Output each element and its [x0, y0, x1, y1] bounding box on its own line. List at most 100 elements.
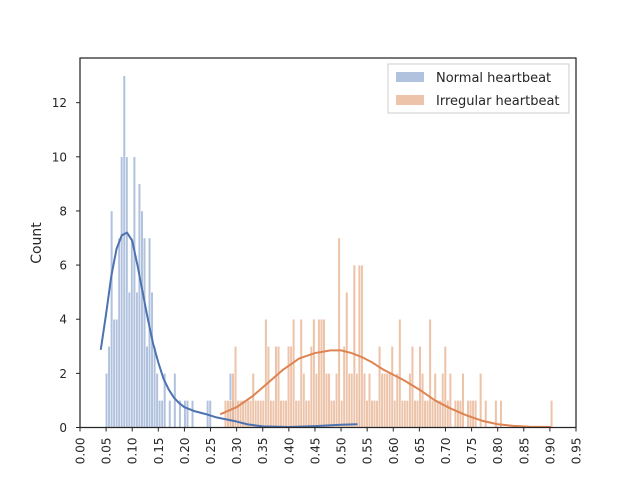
- histogram-bar: [330, 400, 334, 428]
- histogram-bar: [398, 318, 402, 428]
- histogram-bar: [259, 400, 263, 428]
- histogram-bar: [332, 400, 336, 428]
- x-tick-label: 0.85: [517, 438, 531, 465]
- histogram-bar: [499, 400, 503, 428]
- histogram-bar: [380, 373, 384, 428]
- x-tick-label: 0.10: [126, 438, 140, 465]
- series-1-bars: [223, 237, 554, 428]
- x-tick-label: 0.75: [465, 438, 479, 465]
- histogram-bar: [400, 400, 404, 428]
- histogram-bar: [309, 346, 313, 428]
- histogram-bar: [150, 291, 154, 428]
- histogram-bar: [208, 400, 212, 428]
- x-tick-label: 0.30: [230, 438, 244, 465]
- histogram-bar: [357, 264, 361, 428]
- histogram-bar: [408, 373, 412, 428]
- histogram-bar: [471, 400, 475, 428]
- histogram-bar: [137, 183, 141, 428]
- histogram-bar: [266, 346, 270, 428]
- histogram-bar: [456, 400, 460, 428]
- histogram-bar: [340, 400, 344, 428]
- legend-swatch: [396, 95, 424, 105]
- histogram-bar: [474, 400, 478, 428]
- histogram-bar: [413, 400, 417, 428]
- histogram-bar: [226, 400, 230, 428]
- histogram-bar: [365, 400, 369, 428]
- histogram-bar: [395, 373, 399, 428]
- histogram-bar: [160, 400, 164, 428]
- histogram-bar: [423, 400, 427, 428]
- histogram-bar: [185, 400, 189, 428]
- histogram-bar: [448, 373, 452, 428]
- x-tick-label: 0.40: [282, 438, 296, 465]
- histogram-bar: [115, 318, 119, 428]
- histogram-bar: [112, 318, 116, 428]
- x-tick-label: 0.65: [413, 438, 427, 465]
- histogram-bar: [125, 156, 129, 428]
- y-axis-ticks: 0 2 4 6 8 10 12: [52, 96, 80, 435]
- y-axis-label: Count: [29, 222, 45, 264]
- x-tick-label: 0.05: [100, 438, 114, 465]
- kde-curves: [99, 231, 551, 428]
- histogram-bar: [289, 346, 293, 428]
- histogram-bar: [405, 400, 409, 428]
- histogram-bar: [484, 400, 488, 428]
- x-tick-label: 0.00: [74, 438, 88, 465]
- histogram-bar: [277, 346, 281, 428]
- histogram-bar: [312, 318, 316, 428]
- histogram-bar: [155, 373, 159, 428]
- histogram-bar: [550, 400, 554, 428]
- histogram-bar: [345, 291, 349, 428]
- histogram-bar: [304, 400, 308, 428]
- histogram-bar: [403, 400, 407, 428]
- histogram-bar: [352, 264, 356, 428]
- histogram-bar: [350, 373, 354, 428]
- histogram-bar: [441, 373, 445, 428]
- series-0-bars: [105, 75, 362, 428]
- histogram-bar: [122, 75, 126, 428]
- histogram-bar: [282, 400, 286, 428]
- histogram-bar: [158, 400, 162, 428]
- histogram-bar: [362, 373, 366, 428]
- plot-frame: [79, 57, 577, 429]
- y-tick-label: 4: [59, 313, 67, 327]
- histogram-bar: [443, 346, 447, 428]
- histogram-bar: [140, 210, 144, 428]
- histogram-bar: [446, 400, 450, 428]
- histogram-bar: [388, 373, 392, 428]
- histogram-bar: [132, 156, 136, 428]
- histogram-bar: [130, 237, 134, 428]
- histogram-bar: [436, 400, 440, 428]
- histogram-bar: [421, 373, 425, 428]
- x-tick-label: 0.35: [256, 438, 270, 465]
- x-tick-label: 0.45: [308, 438, 322, 465]
- histogram-bar: [249, 400, 253, 428]
- histogram-bar: [234, 346, 238, 428]
- x-tick-label: 0.55: [361, 438, 375, 465]
- histogram-bar: [261, 400, 265, 428]
- histogram-bar: [373, 400, 377, 428]
- y-tick-label: 0: [59, 421, 67, 435]
- histogram-bar: [120, 156, 124, 428]
- histogram-bar: [110, 210, 114, 428]
- x-tick-label: 0.95: [570, 438, 584, 465]
- y-tick-label: 8: [59, 204, 67, 218]
- histogram-bar: [378, 346, 382, 428]
- x-tick-label: 0.50: [335, 438, 349, 465]
- kde-line-series-0: [99, 231, 358, 428]
- histogram-bar: [302, 373, 306, 428]
- histogram-bar: [370, 400, 374, 428]
- x-tick-label: 0.15: [152, 438, 166, 465]
- histogram-bar: [191, 400, 195, 428]
- histogram-bar: [271, 400, 275, 428]
- x-tick-label: 0.90: [543, 438, 557, 465]
- histogram-bar: [418, 346, 422, 428]
- histogram-bar: [135, 291, 139, 428]
- histogram-bar: [292, 318, 296, 428]
- histogram-bar: [287, 346, 291, 428]
- histogram-bar: [431, 400, 435, 428]
- histogram-bar: [145, 346, 149, 428]
- histogram-bar: [105, 373, 109, 428]
